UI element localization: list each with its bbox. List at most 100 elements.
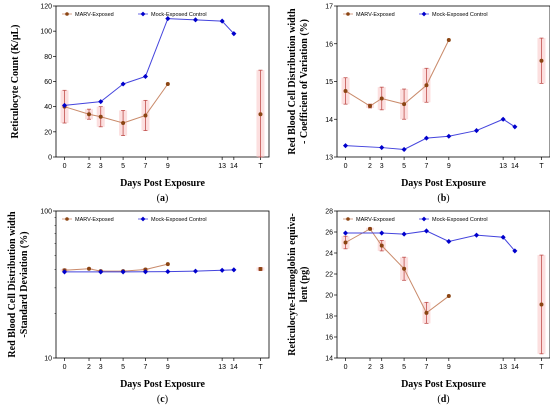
y-axis-label: Red Blood Cell Distribution width-Standa… bbox=[7, 211, 30, 358]
x-tick-label: T bbox=[539, 163, 544, 170]
data-point bbox=[342, 230, 349, 236]
series-marv bbox=[256, 69, 265, 158]
data-point bbox=[192, 268, 199, 274]
x-tick-label: 7 bbox=[144, 163, 148, 170]
y-tick-label: 18 bbox=[325, 314, 333, 321]
x-tick-label: 3 bbox=[380, 364, 384, 371]
y-tick-label: 16 bbox=[325, 335, 333, 342]
data-point bbox=[379, 145, 385, 151]
series-marv bbox=[256, 267, 265, 272]
data-point bbox=[473, 128, 480, 134]
panel-caption: (d) bbox=[437, 394, 449, 405]
y-tick-label: 10 bbox=[44, 356, 52, 363]
x-tick-label: 13 bbox=[218, 163, 226, 170]
y-tick-label: 14 bbox=[325, 356, 333, 363]
x-tick-label: 3 bbox=[380, 163, 384, 170]
x-tick-label: 0 bbox=[63, 163, 67, 170]
series-marv bbox=[341, 226, 451, 324]
data-point bbox=[343, 88, 348, 93]
x-tick-label: 5 bbox=[121, 364, 125, 371]
legend: MARV-Exposed Mock-Exposed Control bbox=[62, 11, 207, 18]
x-tick-label: 14 bbox=[511, 364, 519, 371]
data-point bbox=[424, 83, 429, 88]
x-tick-label: 0 bbox=[344, 364, 348, 371]
series-mock bbox=[342, 116, 518, 152]
series-mock bbox=[61, 267, 237, 275]
data-point bbox=[379, 243, 384, 248]
legend-marker bbox=[346, 12, 350, 16]
legend-label: Mock-Exposed Control bbox=[432, 217, 488, 223]
legend-marker bbox=[421, 11, 427, 17]
series-mock bbox=[342, 228, 518, 254]
x-tick-label: 14 bbox=[511, 163, 519, 170]
legend-marker bbox=[65, 217, 69, 221]
legend-marker bbox=[65, 12, 69, 16]
x-axis-label: Days Post Exposure bbox=[120, 379, 205, 390]
panel-caption: (b) bbox=[437, 193, 449, 204]
data-point bbox=[258, 112, 263, 117]
legend-marker bbox=[140, 216, 146, 222]
legend: MARV-Exposed Mock-Exposed Control bbox=[343, 216, 488, 223]
x-tick-label: 7 bbox=[425, 364, 429, 371]
series-marv bbox=[537, 37, 546, 84]
data-point bbox=[401, 146, 407, 152]
y-axis-label: Red Blood Cell Distribution width- Coeff… bbox=[287, 8, 310, 155]
plot-frame bbox=[336, 5, 550, 158]
y-tick-label: 20 bbox=[44, 129, 52, 136]
data-point bbox=[342, 143, 349, 149]
y-tick-label: 100 bbox=[40, 29, 52, 36]
series-line bbox=[345, 118, 516, 150]
x-axis-label: Days Post Exposure bbox=[120, 178, 205, 189]
x-tick-label: 5 bbox=[402, 163, 406, 170]
data-point bbox=[219, 267, 225, 273]
data-point bbox=[473, 232, 480, 238]
y-tick-label: 13 bbox=[325, 155, 333, 162]
legend-marker bbox=[421, 216, 427, 222]
x-tick-label: 0 bbox=[63, 364, 67, 371]
series-line bbox=[345, 230, 516, 252]
x-tick-label: 9 bbox=[166, 163, 170, 170]
y-tick-label: 0 bbox=[48, 155, 52, 162]
data-point bbox=[379, 230, 385, 236]
x-tick-label: 7 bbox=[425, 163, 429, 170]
x-tick-label: 13 bbox=[499, 364, 507, 371]
y-tick-label: 28 bbox=[325, 209, 333, 216]
data-point bbox=[379, 96, 384, 101]
y-tick-label: 40 bbox=[44, 104, 52, 111]
x-axis-label: Days Post Exposure bbox=[401, 379, 486, 390]
data-point bbox=[424, 310, 429, 315]
data-point bbox=[446, 37, 451, 42]
data-point bbox=[120, 269, 126, 275]
y-tick-label: 14 bbox=[325, 117, 333, 124]
data-point bbox=[402, 102, 407, 107]
x-tick-label: 2 bbox=[368, 364, 372, 371]
x-tick-label: T bbox=[258, 163, 263, 170]
x-axis-label: Days Post Exposure bbox=[401, 178, 486, 189]
plot-frame bbox=[55, 210, 270, 359]
x-tick-label: 5 bbox=[402, 364, 406, 371]
data-point bbox=[423, 135, 430, 141]
plot-frame bbox=[55, 5, 270, 158]
legend: MARV-Exposed Mock-Exposed Control bbox=[343, 11, 488, 18]
x-tick-label: 9 bbox=[447, 364, 451, 371]
x-tick-label: 7 bbox=[144, 364, 148, 371]
legend-label: MARV-Exposed bbox=[75, 12, 114, 18]
legend-label: MARV-Exposed bbox=[356, 217, 395, 223]
legend-label: MARV-Exposed bbox=[75, 217, 114, 223]
x-tick-label: T bbox=[258, 364, 263, 371]
data-point bbox=[446, 133, 452, 139]
data-point bbox=[368, 104, 373, 109]
y-tick-label: 100 bbox=[40, 209, 52, 216]
data-point bbox=[500, 116, 506, 122]
series-line bbox=[345, 39, 450, 107]
series-line bbox=[64, 263, 168, 272]
panel-0: 0 20 40 60 80 100 120 0 2 3 5 7 9 13 14 T MARV-Exposed Mo… bbox=[10, 4, 270, 204]
x-tick-label: 9 bbox=[166, 364, 170, 371]
x-tick-label: 14 bbox=[230, 163, 238, 170]
data-point bbox=[165, 269, 171, 275]
data-point bbox=[121, 121, 126, 126]
y-tick-label: 26 bbox=[325, 230, 333, 237]
x-tick-label: 9 bbox=[447, 163, 451, 170]
